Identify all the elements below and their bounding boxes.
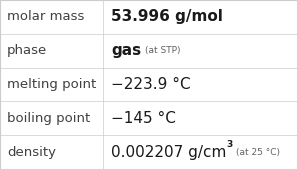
Text: boiling point: boiling point — [7, 112, 90, 125]
Text: melting point: melting point — [7, 78, 96, 91]
Text: gas: gas — [111, 43, 141, 58]
Text: 0.002207 g/cm: 0.002207 g/cm — [111, 145, 226, 160]
Text: −145 °C: −145 °C — [111, 111, 176, 126]
Text: 53.996 g/mol: 53.996 g/mol — [111, 9, 223, 24]
Text: (at 25 °C): (at 25 °C) — [236, 148, 279, 157]
Text: −223.9 °C: −223.9 °C — [111, 77, 191, 92]
Text: density: density — [7, 146, 56, 159]
Text: phase: phase — [7, 44, 47, 57]
Text: 3: 3 — [226, 140, 233, 149]
Text: molar mass: molar mass — [7, 10, 84, 23]
Text: (at STP): (at STP) — [145, 46, 181, 55]
